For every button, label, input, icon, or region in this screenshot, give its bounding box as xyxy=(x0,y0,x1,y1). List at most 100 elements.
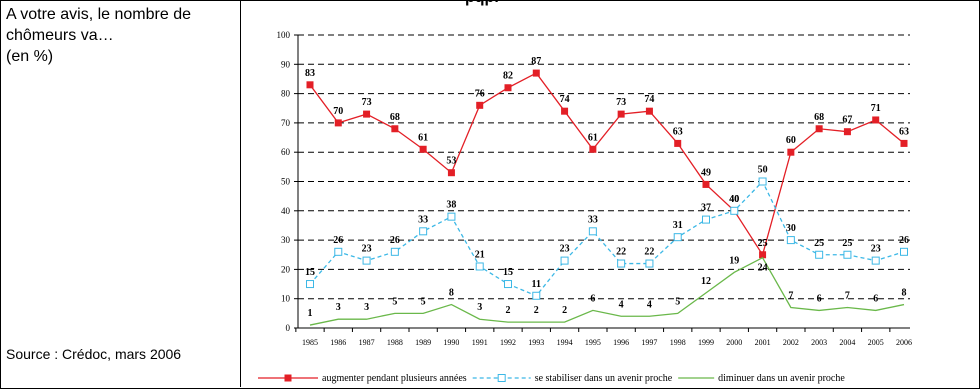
data-point xyxy=(843,128,851,136)
data-label: 60 xyxy=(786,135,796,146)
data-label: 15 xyxy=(503,267,513,278)
data-label: 49 xyxy=(701,167,711,178)
data-label: 12 xyxy=(701,276,711,287)
data-label: 38 xyxy=(446,200,456,211)
data-point xyxy=(561,107,569,115)
data-point xyxy=(419,145,427,153)
data-label: 1 xyxy=(308,308,313,319)
data-label: 76 xyxy=(475,88,485,99)
data-point xyxy=(645,107,653,115)
data-label: 70 xyxy=(333,106,343,117)
data-point xyxy=(476,101,484,109)
data-label: 50 xyxy=(758,165,768,176)
legend-marker xyxy=(284,374,292,382)
x-tick-label: 2000 xyxy=(726,338,742,347)
data-label: 11 xyxy=(532,279,541,290)
y-tick-label: 60 xyxy=(281,147,291,157)
data-label: 73 xyxy=(616,97,626,108)
data-label: 5 xyxy=(675,296,680,307)
y-tick-label: 40 xyxy=(281,206,291,216)
y-tick-label: 80 xyxy=(281,89,291,99)
data-label: 2 xyxy=(534,305,539,316)
grid-lines xyxy=(298,34,910,300)
y-tick-label: 100 xyxy=(277,30,291,40)
y-tick-label: 0 xyxy=(286,323,291,333)
data-label: 8 xyxy=(449,288,454,299)
x-tick-label: 1991 xyxy=(472,338,488,347)
data-label: 15 xyxy=(305,267,315,278)
data-point xyxy=(787,148,795,156)
info-column: A votre avis, le nombre de chômeurs va… … xyxy=(0,0,241,387)
y-tick-label: 10 xyxy=(281,294,291,304)
data-point xyxy=(532,291,541,300)
data-label: 74 xyxy=(560,94,570,105)
data-label: 19 xyxy=(729,255,739,266)
data-point xyxy=(504,84,512,92)
data-label: 26 xyxy=(333,235,343,246)
data-label: 6 xyxy=(590,293,595,304)
data-label: 22 xyxy=(644,247,654,258)
data-label: 21 xyxy=(475,249,485,260)
data-label: 23 xyxy=(560,244,570,255)
data-point xyxy=(900,247,908,256)
data-label: 31 xyxy=(673,220,683,231)
data-point xyxy=(391,125,399,133)
data-label: 2 xyxy=(562,305,567,316)
data-point xyxy=(815,125,823,133)
series-line-0 xyxy=(309,72,905,257)
clipped-title: pqpi xyxy=(465,0,499,7)
data-point xyxy=(674,139,682,147)
data-label: 87 xyxy=(531,56,541,67)
x-tick-label: 1988 xyxy=(387,338,403,347)
data-point xyxy=(560,256,569,265)
legend-label: diminuer dans un avenir proche xyxy=(718,373,845,384)
data-point xyxy=(900,139,908,147)
data-point xyxy=(334,247,343,256)
data-point xyxy=(362,256,371,265)
data-label: 23 xyxy=(871,244,881,255)
legend-label: se stabiliser dans un avenir proche xyxy=(535,373,673,384)
data-point xyxy=(871,256,880,265)
data-label: 33 xyxy=(588,214,598,225)
x-tick-label: 2004 xyxy=(839,338,855,347)
data-point xyxy=(588,227,597,236)
series-line-2 xyxy=(309,256,905,326)
y-tick-label: 30 xyxy=(281,235,291,245)
legend: augmenter pendant plusieurs années se sta… xyxy=(258,373,845,384)
data-point xyxy=(843,250,852,259)
data-point xyxy=(786,236,795,245)
data-label: 22 xyxy=(616,247,626,258)
y-tick-label: 50 xyxy=(281,177,291,187)
data-label: 37 xyxy=(701,203,711,214)
series xyxy=(306,69,908,326)
data-label: 26 xyxy=(390,235,400,246)
legend-marker xyxy=(497,374,506,382)
data-label: 3 xyxy=(364,302,369,313)
x-tick-label: 1998 xyxy=(670,338,686,347)
data-label: 53 xyxy=(446,156,456,167)
data-point xyxy=(702,215,710,224)
x-tick-label: 1993 xyxy=(528,338,544,347)
data-point xyxy=(645,259,654,268)
data-label: 40 xyxy=(729,194,739,205)
source-note: Source : Crédoc, mars 2006 xyxy=(6,346,182,362)
x-tick-label: 2005 xyxy=(868,338,884,347)
data-point xyxy=(390,247,399,256)
data-point xyxy=(758,177,767,186)
data-point xyxy=(589,145,597,153)
data-point xyxy=(759,251,767,259)
data-point xyxy=(702,180,710,188)
data-label: 5 xyxy=(421,296,426,307)
data-label: 5 xyxy=(392,296,397,307)
data-point xyxy=(363,110,371,118)
y-tick-label: 90 xyxy=(281,59,291,69)
data-label: 63 xyxy=(673,126,683,137)
data-label: 23 xyxy=(362,244,372,255)
x-tick-label: 2002 xyxy=(783,338,799,347)
data-label: 7 xyxy=(845,290,850,301)
data-label: 67 xyxy=(842,115,852,126)
data-label: 73 xyxy=(362,97,372,108)
data-label: 33 xyxy=(418,214,428,225)
